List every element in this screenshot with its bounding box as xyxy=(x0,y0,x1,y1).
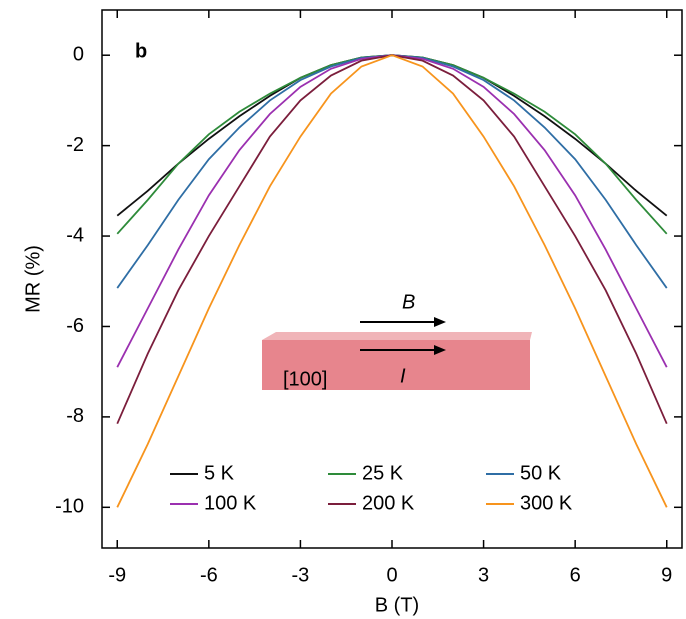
series-line xyxy=(116,54,668,217)
x-tick-label: -9 xyxy=(108,564,126,586)
x-tick-label: 3 xyxy=(478,564,489,586)
bar-top xyxy=(262,332,532,340)
x-tick-label: 6 xyxy=(570,564,581,586)
series-line xyxy=(116,54,668,368)
legend-label: 5 K xyxy=(204,462,235,484)
series-line xyxy=(116,54,668,508)
y-tick-label: -8 xyxy=(66,405,84,427)
legend-label: 50 K xyxy=(520,462,562,484)
direction-label: [100] xyxy=(283,368,327,390)
inset: B I [100] xyxy=(262,291,532,390)
panel-label: b xyxy=(135,40,147,62)
y-tick-label: -10 xyxy=(55,496,84,518)
field-label: B xyxy=(402,291,415,313)
x-axis-label: B (T) xyxy=(375,594,419,616)
current-label: I xyxy=(400,365,406,387)
y-tick-label: 0 xyxy=(73,43,84,65)
x-tick-label: -6 xyxy=(200,564,218,586)
y-axis-label: MR (%) xyxy=(22,245,44,313)
arrow-head xyxy=(434,345,446,355)
y-tick-label: -4 xyxy=(66,224,84,246)
legend-label: 100 K xyxy=(204,492,257,514)
y-tick-label: -2 xyxy=(66,134,84,156)
y-tick-label: -6 xyxy=(66,315,84,337)
x-tick-label: 0 xyxy=(386,564,397,586)
bar-front xyxy=(262,340,530,390)
series-line xyxy=(116,54,668,235)
x-tick-label: -3 xyxy=(292,564,310,586)
x-tick-label: 9 xyxy=(661,564,672,586)
legend-label: 200 K xyxy=(362,492,415,514)
legend-label: 25 K xyxy=(362,462,404,484)
arrow-head xyxy=(434,317,446,327)
legend-label: 300 K xyxy=(520,492,573,514)
